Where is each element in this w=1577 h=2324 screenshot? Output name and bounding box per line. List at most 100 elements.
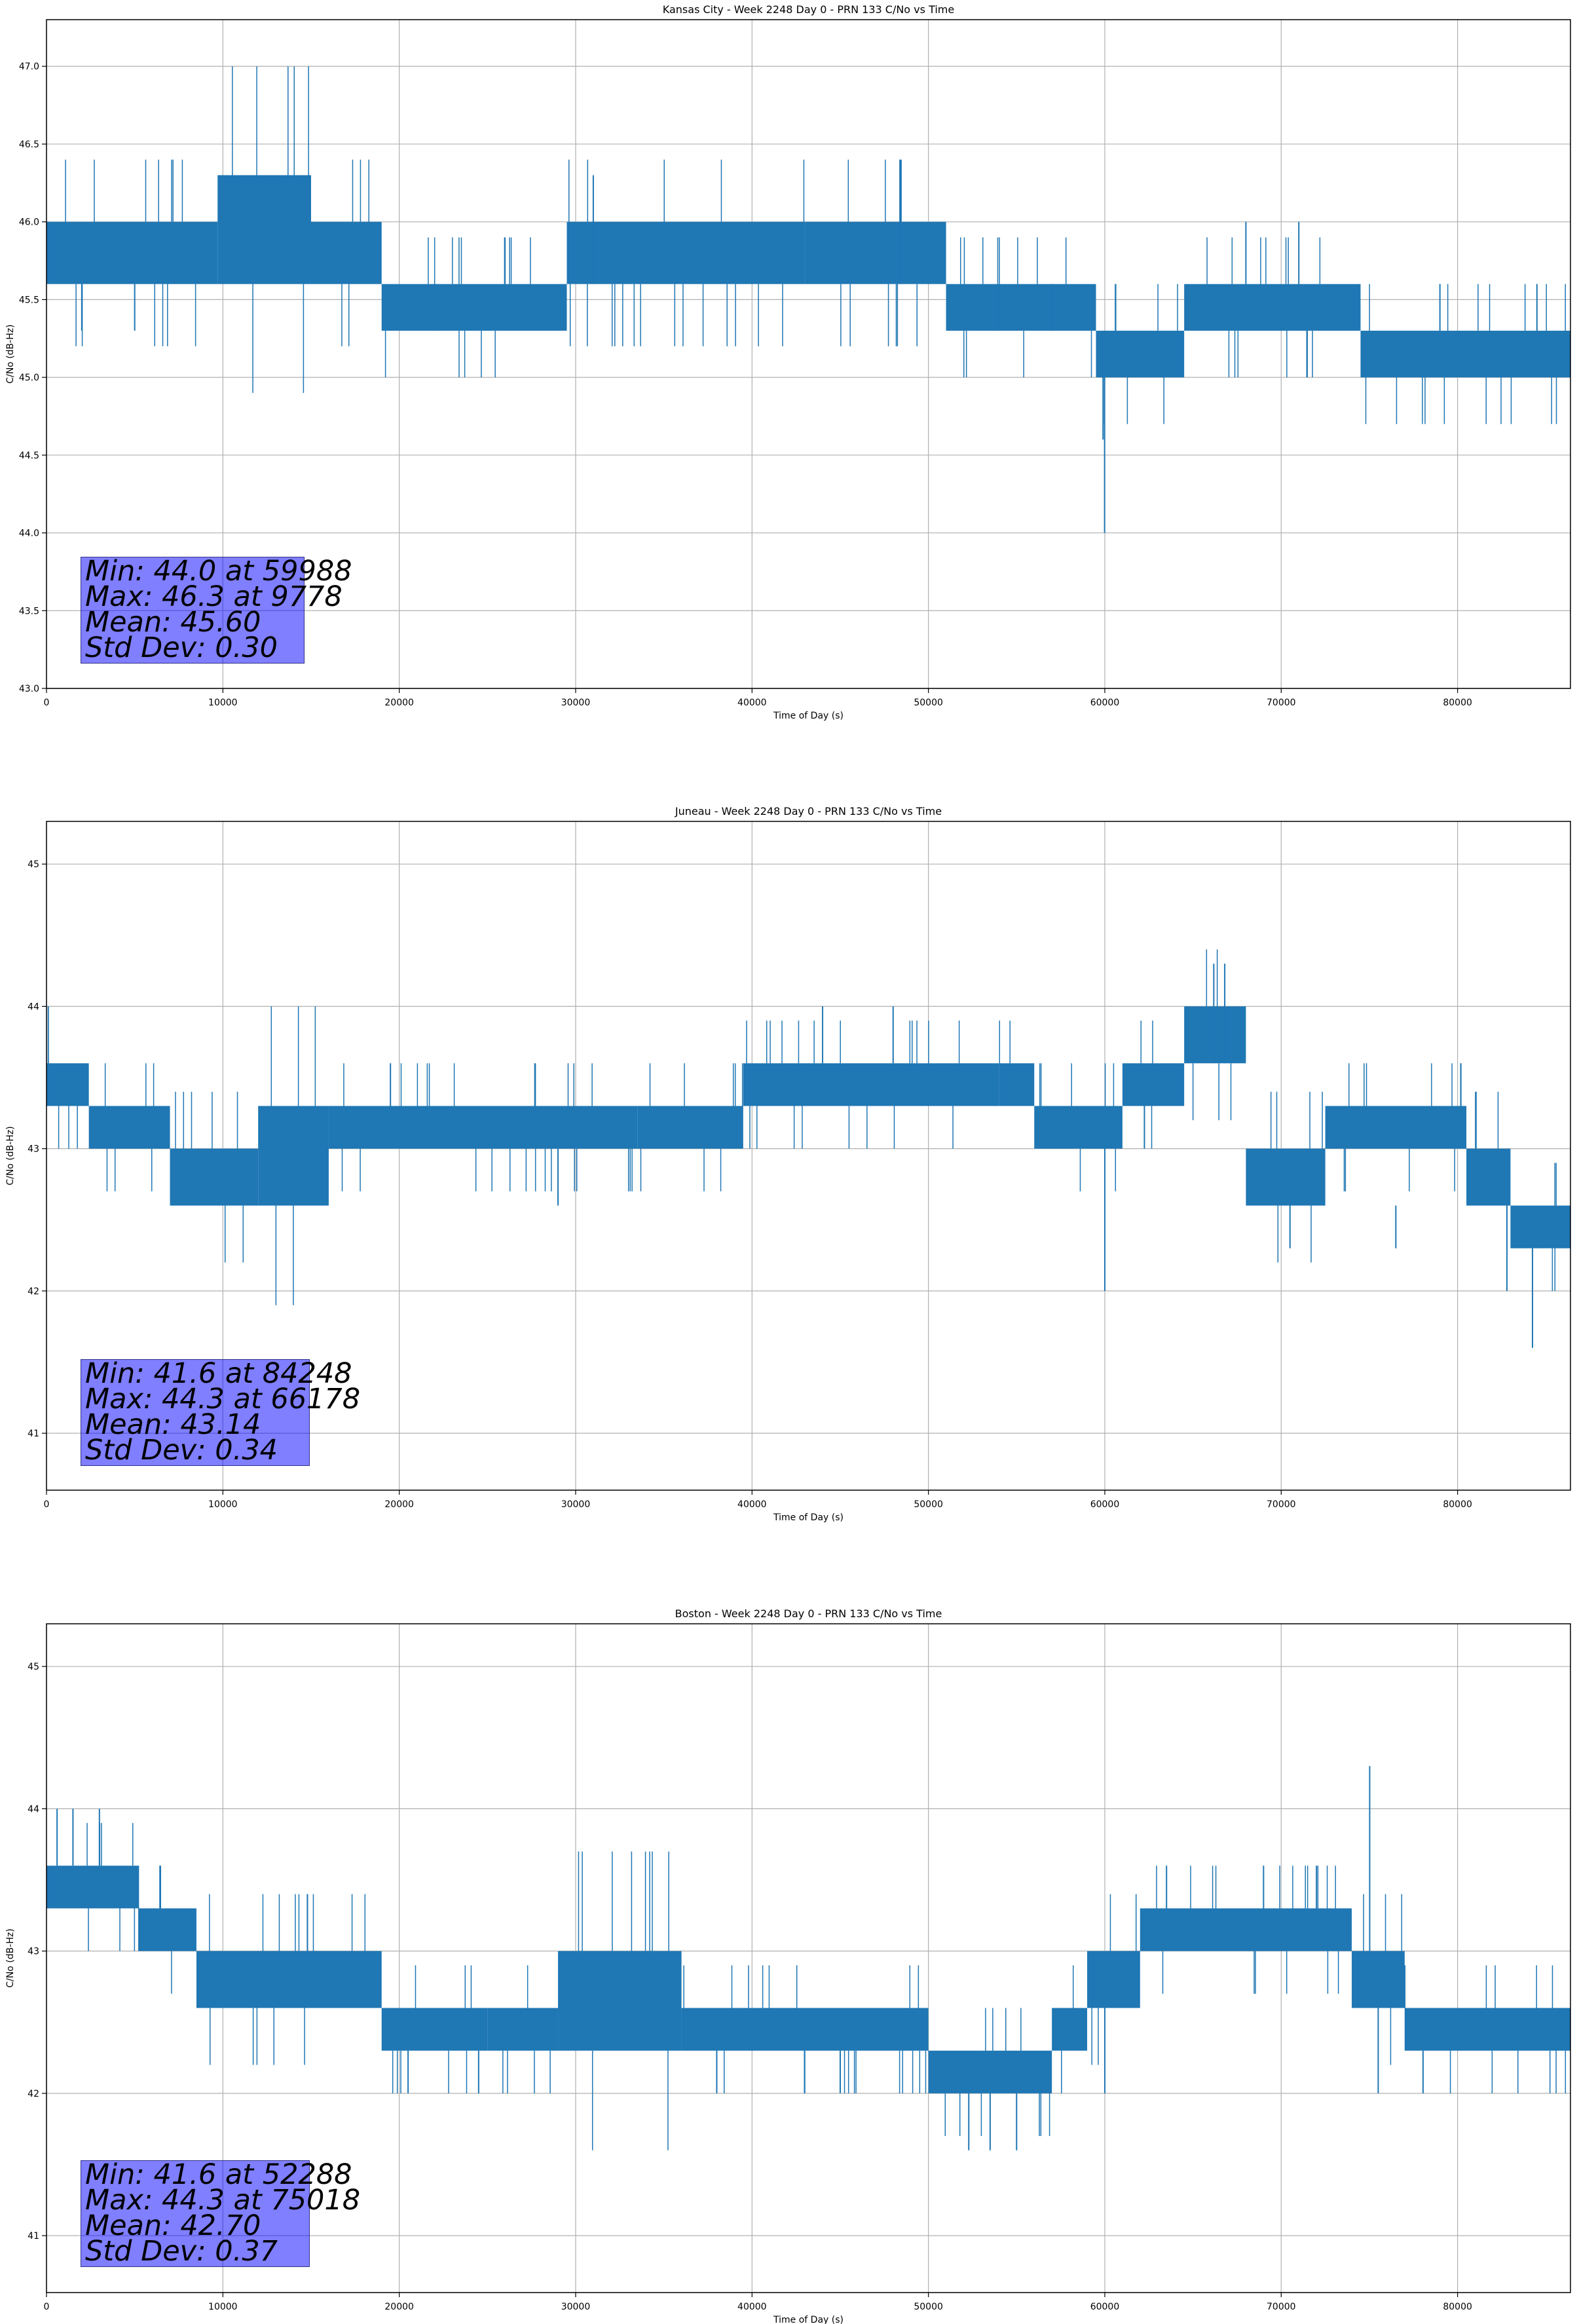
chart-title: Juneau - Week 2248 Day 0 - PRN 133 C/No … [675, 805, 942, 817]
x-tick-label: 50000 [914, 698, 943, 708]
x-tick-label: 20000 [384, 1499, 414, 1510]
data-band [1087, 1951, 1140, 2008]
data-band [310, 221, 382, 284]
x-tick-label: 40000 [737, 1499, 767, 1510]
data-band [1184, 1006, 1246, 1064]
x-axis-label: Time of Day (s) [773, 1512, 844, 1523]
y-tick-label: 43.5 [19, 606, 39, 616]
data-band [46, 1865, 139, 1909]
data-band [381, 2008, 488, 2051]
data-band [681, 2008, 929, 2051]
data-band [1466, 1148, 1511, 1206]
stats-line: Mean: 42.70 [85, 2209, 261, 2242]
data-band [88, 1106, 170, 1149]
data-band [805, 221, 946, 284]
stats-annotation: Min: 41.6 at 84248 Max: 44.3 at 66178 Mean… [81, 1359, 360, 1467]
stats-line: Mean: 43.14 [85, 1408, 261, 1441]
y-tick-label: 44.0 [19, 529, 39, 539]
data-band [258, 1106, 329, 1206]
x-tick-label: 50000 [914, 2302, 943, 2312]
x-tick-label: 30000 [561, 2302, 591, 2312]
stats-annotation: Min: 41.6 at 52288 Max: 44.3 at 75018 Mean… [81, 2160, 360, 2268]
x-tick-label: 20000 [384, 2302, 414, 2312]
chart-panel-2: 0 10000 20000 30000 40000 50000 60000 70000 8000… [5, 805, 1571, 1523]
data-band [928, 2050, 1052, 2093]
x-tick-label: 70000 [1267, 698, 1296, 708]
y-tick-label: 43 [28, 1947, 39, 1957]
data-band [1122, 1063, 1185, 1106]
axes-frame [46, 821, 1571, 1491]
data-band [1360, 330, 1570, 378]
y-tick-label: 45.0 [19, 373, 39, 383]
x-tick-label: 70000 [1267, 2302, 1296, 2312]
data-band [946, 284, 1096, 331]
chart-title: Boston - Week 2248 Day 0 - PRN 133 C/No … [675, 1607, 942, 1620]
data-band [566, 221, 806, 284]
y-tick-label: 45 [28, 1662, 39, 1672]
data-band [1325, 1106, 1467, 1149]
y-tick-label: 46.0 [19, 217, 39, 228]
data-band [999, 1063, 1035, 1106]
stats-line: Mean: 45.60 [85, 606, 261, 639]
y-axis-label: C/No (dB-Hz) [5, 1126, 16, 1185]
y-tick-label: 41 [28, 2231, 39, 2241]
data-band [1140, 1908, 1352, 1951]
data-band [46, 1063, 89, 1106]
x-tick-label: 80000 [1443, 1499, 1472, 1510]
y-tick-label: 45 [28, 859, 39, 870]
y-tick-label: 45.5 [19, 295, 39, 305]
stats-line: Std Dev: 0.37 [85, 2235, 278, 2268]
y-tick-label: 42 [28, 1286, 39, 1297]
x-tick-label: 10000 [208, 2302, 238, 2312]
x-axis: 0 10000 20000 30000 40000 50000 60000 70000 8000… [44, 2293, 1472, 2312]
data-band [1510, 1205, 1570, 1248]
data-band [1052, 2008, 1088, 2051]
stats-line: Max: 46.3 at 9778 [85, 580, 343, 613]
x-tick-label: 0 [44, 2302, 50, 2312]
x-tick-label: 30000 [561, 1499, 591, 1510]
x-tick-label: 80000 [1443, 698, 1472, 708]
data-series [46, 66, 1570, 533]
y-tick-label: 44.5 [19, 451, 39, 461]
x-axis-label: Time of Day (s) [773, 711, 844, 721]
x-axis-label: Time of Day (s) [773, 2315, 844, 2324]
y-axis-label: C/No (dB-Hz) [5, 324, 16, 383]
y-tick-label: 46.5 [19, 140, 39, 150]
data-band [487, 2008, 559, 2051]
data-band [1246, 1148, 1326, 1206]
data-band [1096, 330, 1185, 378]
x-tick-label: 60000 [1090, 698, 1120, 708]
data-band [46, 221, 218, 284]
y-axis: 41 42 43 44 45 [28, 1662, 46, 2241]
x-tick-label: 60000 [1090, 1499, 1120, 1510]
x-tick-label: 20000 [384, 698, 414, 708]
y-tick-label: 44 [28, 1002, 39, 1012]
y-axis: 43.0 43.5 44.0 44.5 45.0 45.5 46.0 46.5 47.0 [19, 62, 46, 694]
x-tick-label: 10000 [208, 698, 238, 708]
x-axis: 0 10000 20000 30000 40000 50000 60000 70000 8000… [44, 688, 1472, 708]
data-band [138, 1908, 196, 1951]
y-tick-label: 42 [28, 2089, 39, 2099]
y-axis: 41 42 43 44 45 [28, 859, 46, 1439]
x-tick-label: 60000 [1090, 2302, 1120, 2312]
data-band [196, 1951, 382, 2008]
data-band [328, 1106, 638, 1149]
data-band [1034, 1106, 1122, 1149]
x-tick-label: 0 [44, 1499, 50, 1510]
y-axis-label: C/No (dB-Hz) [5, 1928, 16, 1987]
data-band [1404, 2008, 1570, 2051]
x-tick-label: 50000 [914, 1499, 943, 1510]
data-band [170, 1148, 259, 1206]
y-tick-label: 44 [28, 1804, 39, 1814]
x-tick-label: 0 [44, 698, 50, 708]
data-series [46, 1766, 1570, 2150]
stats-line: Std Dev: 0.34 [85, 1434, 278, 1467]
x-tick-label: 40000 [737, 2302, 767, 2312]
x-tick-label: 30000 [561, 698, 591, 708]
y-tick-label: 47.0 [19, 62, 39, 72]
data-band [217, 175, 311, 284]
stats-line: Std Dev: 0.30 [85, 631, 278, 664]
data-series [46, 949, 1570, 1348]
y-tick-label: 43 [28, 1144, 39, 1155]
